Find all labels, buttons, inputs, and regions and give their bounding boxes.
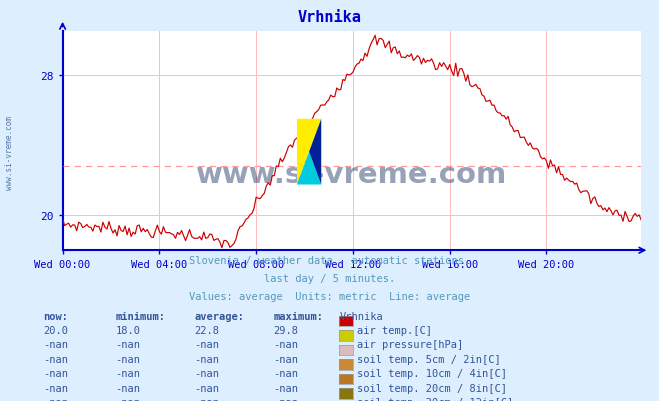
Text: -nan: -nan bbox=[115, 397, 140, 401]
Text: -nan: -nan bbox=[43, 340, 68, 350]
Text: -nan: -nan bbox=[43, 383, 68, 393]
Text: 29.8: 29.8 bbox=[273, 325, 299, 335]
Text: -nan: -nan bbox=[273, 397, 299, 401]
Text: -nan: -nan bbox=[194, 369, 219, 379]
Text: maximum:: maximum: bbox=[273, 311, 324, 321]
Text: air pressure[hPa]: air pressure[hPa] bbox=[357, 340, 463, 350]
Text: 18.0: 18.0 bbox=[115, 325, 140, 335]
Text: -nan: -nan bbox=[273, 369, 299, 379]
Text: average:: average: bbox=[194, 311, 244, 321]
Text: -nan: -nan bbox=[115, 383, 140, 393]
Text: -nan: -nan bbox=[194, 354, 219, 364]
Polygon shape bbox=[297, 152, 321, 185]
Text: soil temp. 20cm / 8in[C]: soil temp. 20cm / 8in[C] bbox=[357, 383, 507, 393]
Text: www.si-vreme.com: www.si-vreme.com bbox=[196, 160, 507, 188]
Text: -nan: -nan bbox=[115, 354, 140, 364]
Text: air temp.[C]: air temp.[C] bbox=[357, 325, 432, 335]
Text: www.si-vreme.com: www.si-vreme.com bbox=[5, 115, 14, 189]
Text: last day / 5 minutes.: last day / 5 minutes. bbox=[264, 273, 395, 284]
Text: -nan: -nan bbox=[43, 397, 68, 401]
Text: Slovenia / weather data - automatic stations.: Slovenia / weather data - automatic stat… bbox=[189, 255, 470, 265]
Text: -nan: -nan bbox=[273, 383, 299, 393]
Text: Values: average  Units: metric  Line: average: Values: average Units: metric Line: aver… bbox=[189, 292, 470, 302]
Text: soil temp. 5cm / 2in[C]: soil temp. 5cm / 2in[C] bbox=[357, 354, 500, 364]
Text: Vrhnika: Vrhnika bbox=[339, 311, 383, 321]
Text: 22.8: 22.8 bbox=[194, 325, 219, 335]
Text: Vrhnika: Vrhnika bbox=[298, 10, 361, 25]
Text: -nan: -nan bbox=[194, 397, 219, 401]
Text: soil temp. 30cm / 12in[C]: soil temp. 30cm / 12in[C] bbox=[357, 397, 513, 401]
Text: -nan: -nan bbox=[115, 340, 140, 350]
Text: -nan: -nan bbox=[115, 369, 140, 379]
Text: -nan: -nan bbox=[194, 340, 219, 350]
Polygon shape bbox=[309, 119, 321, 185]
Text: -nan: -nan bbox=[194, 383, 219, 393]
Text: -nan: -nan bbox=[273, 354, 299, 364]
Text: now:: now: bbox=[43, 311, 68, 321]
Text: soil temp. 10cm / 4in[C]: soil temp. 10cm / 4in[C] bbox=[357, 369, 507, 379]
Text: -nan: -nan bbox=[43, 369, 68, 379]
Text: -nan: -nan bbox=[43, 354, 68, 364]
Text: -nan: -nan bbox=[273, 340, 299, 350]
Text: minimum:: minimum: bbox=[115, 311, 165, 321]
Text: 20.0: 20.0 bbox=[43, 325, 68, 335]
Polygon shape bbox=[297, 119, 321, 185]
